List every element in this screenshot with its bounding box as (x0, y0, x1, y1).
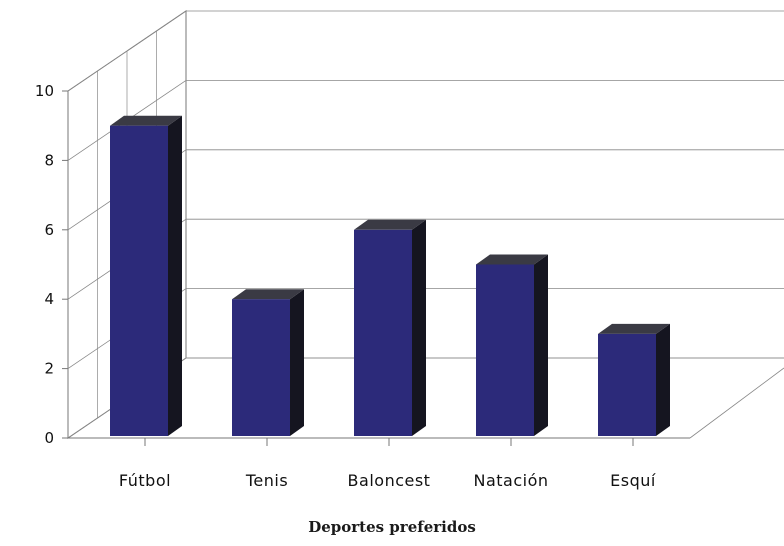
y-tick-label: 0 (44, 429, 54, 447)
floor-edge (689, 367, 784, 439)
bar-front-face (232, 299, 290, 436)
bar-top-face (232, 289, 304, 300)
bar-side-face (412, 219, 426, 436)
bar-side-face (168, 115, 182, 436)
bar-side-face (656, 323, 670, 436)
bar-side-face (534, 254, 548, 436)
bar-front-face (598, 333, 656, 436)
y-tick-label: 10 (35, 82, 54, 100)
y-tick-label: 8 (44, 151, 54, 169)
bar-2 (232, 289, 304, 436)
x-tick-label: Baloncest (348, 471, 431, 490)
bar-top-face (476, 254, 548, 265)
x-tick-label: Natación (473, 471, 548, 490)
bar-front-face (110, 125, 168, 436)
bar-side-face (290, 289, 304, 436)
bar-1 (110, 115, 182, 436)
label-layer: 0 2 4 6 8 10 Fútbol Tenis Baloncest Natación Esquí (35, 82, 656, 490)
bar-top-face (598, 323, 670, 334)
y-tick-label: 4 (44, 290, 54, 308)
x-tick-label: Tenis (245, 471, 288, 490)
chart-title: Deportes preferidos (308, 518, 476, 536)
bar-top-face (354, 219, 426, 230)
x-tick-label: Esquí (610, 471, 656, 490)
y-tick-label: 6 (44, 221, 54, 239)
y-tick-label: 2 (44, 360, 54, 378)
bar-3 (354, 219, 426, 436)
bar-front-face (476, 264, 534, 436)
bar-5 (598, 323, 670, 436)
x-tick-label: Fútbol (119, 471, 171, 490)
bar-layer (110, 115, 670, 436)
bar-top-face (110, 115, 182, 126)
bar-4 (476, 254, 548, 436)
bar-front-face (354, 229, 412, 436)
